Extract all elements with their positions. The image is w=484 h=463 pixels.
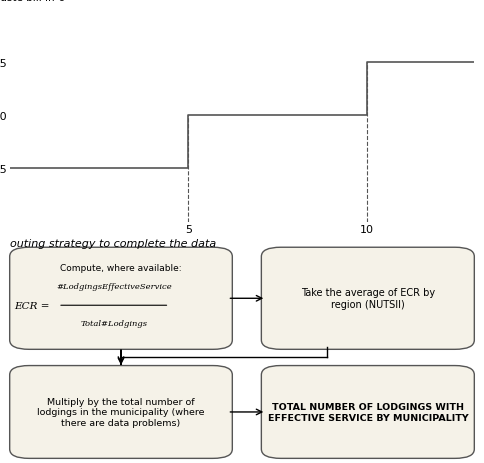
Text: Total#Lodgings: Total#Lodgings xyxy=(80,319,147,327)
Text: Take the average of ECR by
region (NUTSII): Take the average of ECR by region (NUTSI… xyxy=(301,288,435,309)
FancyBboxPatch shape xyxy=(261,366,474,458)
Text: #LodgingsEffectiveService: #LodgingsEffectiveService xyxy=(56,282,172,290)
Text: Compute, where available:: Compute, where available: xyxy=(60,264,182,273)
FancyBboxPatch shape xyxy=(10,248,232,350)
FancyBboxPatch shape xyxy=(261,248,474,350)
FancyBboxPatch shape xyxy=(10,366,232,458)
Text: TOTAL NUMBER OF LODGINGS WITH
EFFECTIVE SERVICE BY MUNICIPALITY: TOTAL NUMBER OF LODGINGS WITH EFFECTIVE … xyxy=(268,402,468,422)
Text: ECR =: ECR = xyxy=(15,301,53,310)
Text: waste bill in €: waste bill in € xyxy=(0,0,64,3)
Text: Multiply by the total number of
lodgings in the municipality (where
there are da: Multiply by the total number of lodgings… xyxy=(37,397,205,427)
Text: outing strategy to complete the data: outing strategy to complete the data xyxy=(10,238,216,249)
